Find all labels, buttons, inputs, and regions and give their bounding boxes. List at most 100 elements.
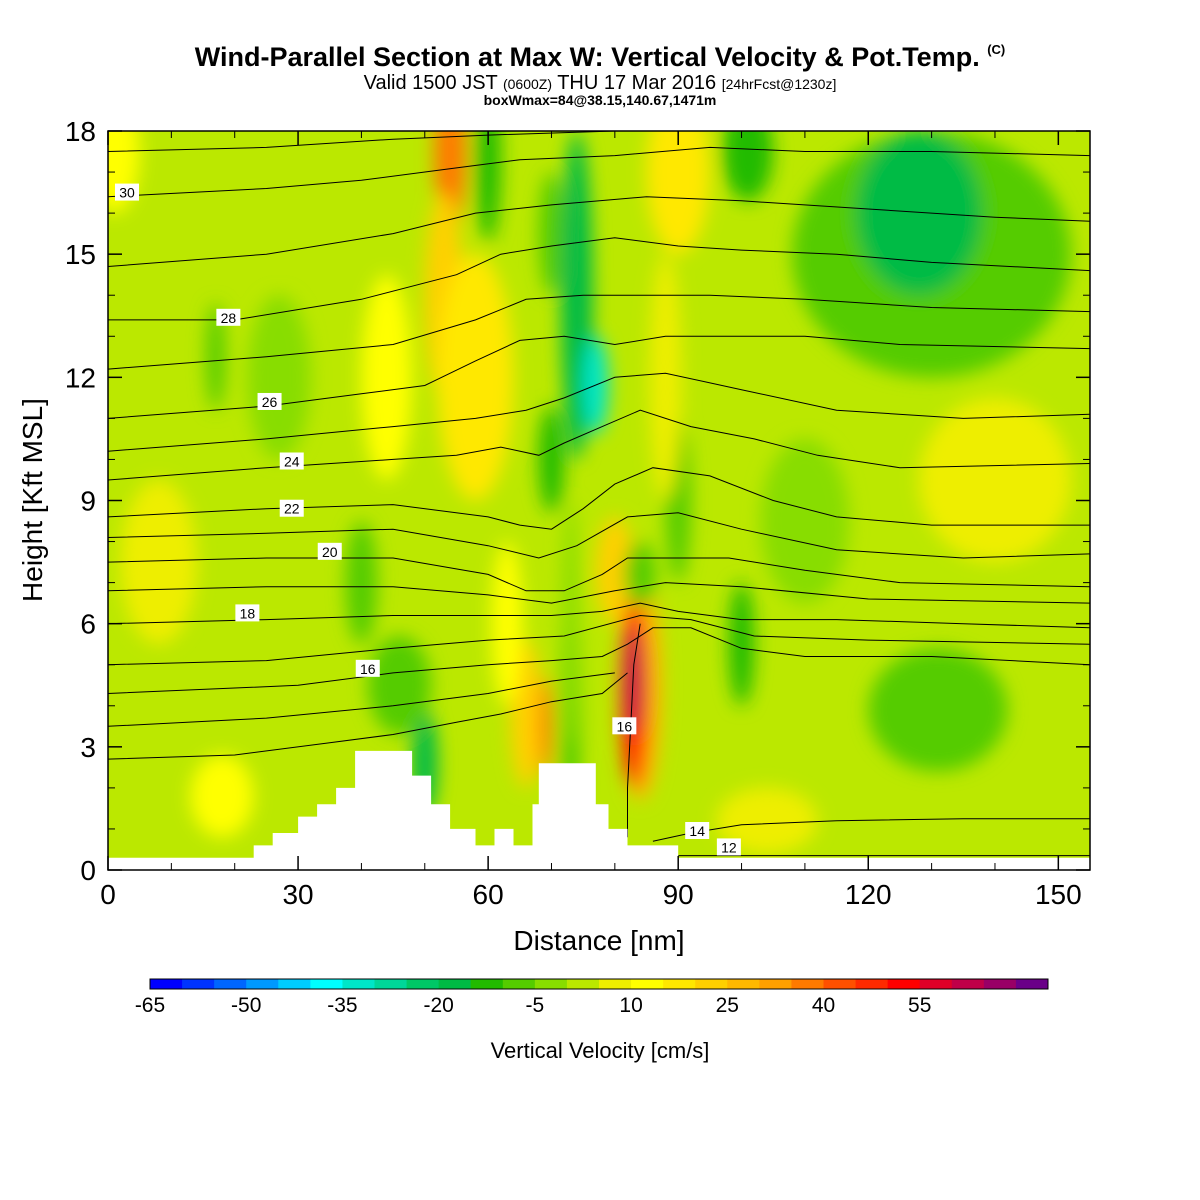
contour-label-box [355,659,380,677]
colorbar-frame [149,978,1049,990]
chart-title: Wind-Parallel Section at Max W: Vertical… [0,42,1200,73]
contour-label: 18 [240,605,256,621]
contour-label-box [115,183,140,201]
velocity-cell [190,755,254,838]
colorbar-swatch [246,979,279,989]
theta-contour [108,614,1090,666]
y-tick-label: 3 [80,732,96,763]
colorbar-swatch [855,979,889,989]
colorbar-swatch [406,979,440,989]
colorbar-tick-label: -50 [231,994,261,1017]
contour-label: 22 [284,501,300,517]
contour-label-box [257,392,282,410]
velocity-cell [206,303,226,411]
contour-label: 16 [617,718,633,734]
x-tick-label: 0 [100,879,116,910]
velocity-cell [475,131,501,242]
x-tick-label: 120 [845,879,892,910]
contour-labels: 12 14 16 16 18 20 22 24 26 28 30 [115,183,741,856]
x-axis-label: Distance [nm] [513,925,684,956]
velocity-cell [646,131,710,255]
velocity-cell [624,541,657,608]
velocity-cell [367,635,432,735]
colorbar-swatch [534,979,568,989]
colorbar-label: Vertical Velocity [cm/s] [491,1038,710,1063]
velocity-cell [345,521,378,645]
contour-label-box [216,308,241,326]
velocity-cell [722,131,774,201]
plot-area: 12 14 16 16 18 20 22 24 26 28 30 [108,131,1090,870]
velocity-cell [728,582,755,706]
colorbar-swatch [631,979,664,989]
colorbar-tick-label: -5 [526,994,545,1017]
contour-label-box [317,542,342,560]
y-tick-label: 12 [65,362,96,393]
colorbar-swatch [470,979,504,989]
colorbar-swatch [310,979,343,989]
contour-label: 16 [360,661,376,677]
velocity-cell [760,438,850,604]
contour-label-box [279,452,304,470]
theta-contour [108,512,1090,559]
velocity-cell [437,254,514,501]
theta-contour [108,409,1090,481]
colorbar-swatch [1015,979,1049,989]
theta-contour [108,372,1090,452]
velocity-cell [538,172,565,296]
colorbar-swatch [502,979,536,989]
theta-contour [108,146,1090,198]
colorbar-swatch [695,979,728,989]
colorbar-swatch [150,979,183,989]
valid-date: THU 17 Mar 2016 [557,72,717,94]
potential-temperature-contours [108,131,1090,857]
velocity-cell [716,787,818,854]
chart-subtitle: Valid 1500 JST (0600Z) THU 17 Mar 2016 [… [0,72,1200,95]
velocity-cell [649,254,682,501]
y-tick-label: 15 [65,239,96,270]
y-tick-label: 18 [65,116,96,147]
terrain-mask [108,750,1090,870]
contour-label: 24 [284,453,300,469]
colorbar-swatch [727,979,760,989]
colorbar-swatch [823,979,857,989]
colorbar-swatch [342,979,375,989]
chart-title-text: Wind-Parallel Section at Max W: Vertical… [194,42,980,72]
theta-contour [108,627,1090,694]
colorbar-swatch [759,979,792,989]
velocity-cell [624,627,644,735]
contour-label: 12 [721,839,737,855]
velocity-cell [120,479,197,645]
contour-label-box [279,499,304,517]
contour-label-box [612,717,637,735]
colorbar-swatch [566,979,600,989]
y-tick-label: 9 [80,486,96,517]
contour-label: 30 [119,185,135,201]
forecast-info: [24hrFcst@1230z] [721,76,837,92]
theta-contour [108,467,1090,530]
colorbar-swatch [214,979,247,989]
contour-label-box [235,604,260,622]
colorbar-swatch [599,979,632,989]
colorbar-swatch [887,979,921,989]
velocity-cell [491,541,523,706]
x-tick-label: 30 [282,879,313,910]
colorbar-swatch [182,979,215,989]
velocity-cell [538,677,552,776]
colorbar-swatch [951,979,985,989]
zulu-time: (0600Z) [502,76,553,92]
x-tick-label: 150 [1035,879,1082,910]
y-tick-label: 6 [80,609,96,640]
velocity-cell [538,406,565,513]
axes: 0 30 60 90 120 150 0 3 6 9 12 15 18 [65,116,1090,910]
colorbar-tick-label: -20 [423,994,453,1017]
theta-contour [108,672,628,760]
contour-label: 26 [262,394,278,410]
velocity-cell [868,648,1008,772]
y-axis-label: Height [Kft MSL] [17,398,48,602]
colorbar-tick-label: 40 [812,994,835,1017]
contour-label-box [685,821,710,839]
x-tick-label: 60 [473,879,504,910]
velocity-cell [361,274,413,480]
velocity-cell [855,131,983,296]
